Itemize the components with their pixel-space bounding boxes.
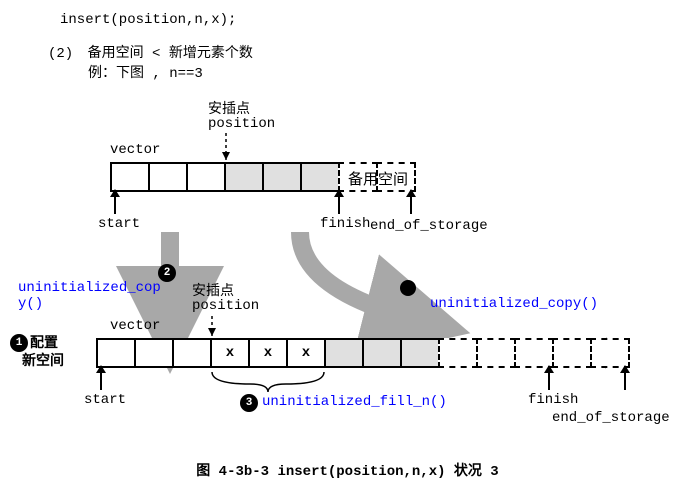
bot-cell (400, 338, 440, 368)
bot-cell (438, 338, 478, 368)
code-line: insert(position,n,x); (60, 12, 236, 28)
bot-cell: x (210, 338, 250, 368)
bot-cell: x (248, 338, 288, 368)
bot-eos-arrow (624, 372, 626, 390)
badge-3: 3 (240, 394, 258, 412)
cond-text: 备用空间 < 新增元素个数 (88, 46, 253, 62)
example-line: 例：下图 , n==3 (88, 62, 203, 82)
cond-num: (2) 备用空间 < 新增元素个数 (48, 42, 253, 62)
figure-caption: 图 4-3b-3 insert(position,n,x) 状况 3 (10, 460, 675, 480)
bot-cell (590, 338, 630, 368)
bot-cell (96, 338, 136, 368)
top-cell (224, 162, 264, 192)
bot-finish-arrow (548, 372, 550, 390)
bot-cell (552, 338, 592, 368)
copy1b-label: y() (18, 296, 43, 312)
cond-num-text: (2) (48, 46, 73, 62)
top-cell (262, 162, 302, 192)
top-finish-label: finish (320, 216, 370, 232)
bot-insert-label1: 安插点 (192, 280, 234, 300)
newspace2: 新空间 (22, 350, 64, 370)
bot-cell (134, 338, 174, 368)
bot-finish-label: finish (528, 392, 578, 408)
top-eos-arrow (410, 196, 412, 214)
top-eos-label: end_of_storage (370, 218, 488, 234)
bot-cell: x (286, 338, 326, 368)
top-cell (186, 162, 226, 192)
reserve-label: 备用空间 (348, 168, 408, 189)
top-insert-label1: 安插点 (208, 98, 250, 118)
bot-eos-label: end_of_storage (552, 410, 670, 426)
top-start-arrow (114, 196, 116, 214)
top-cell (300, 162, 340, 192)
copy1-label: uninitialized_cop (18, 280, 161, 296)
bot-cell (514, 338, 554, 368)
bot-insert-label2: position (192, 298, 259, 314)
bot-start-arrow (100, 372, 102, 390)
newspace1: 配置 (30, 332, 58, 352)
fill-label: uninitialized_fill_n() (262, 394, 447, 410)
top-cell (148, 162, 188, 192)
bot-cell (172, 338, 212, 368)
bot-vector-label: vector (110, 318, 160, 334)
copy2-label: uninitialized_copy() (430, 296, 598, 312)
bot-cell (476, 338, 516, 368)
top-vector-label: vector (110, 142, 160, 158)
bot-start-label: start (84, 392, 126, 408)
top-finish-arrow (338, 196, 340, 214)
top-cell (110, 162, 150, 192)
top-insert-label2: position (208, 116, 275, 132)
bot-cell (362, 338, 402, 368)
bot-cell (324, 338, 364, 368)
big-dot (400, 280, 416, 296)
top-start-label: start (98, 216, 140, 232)
